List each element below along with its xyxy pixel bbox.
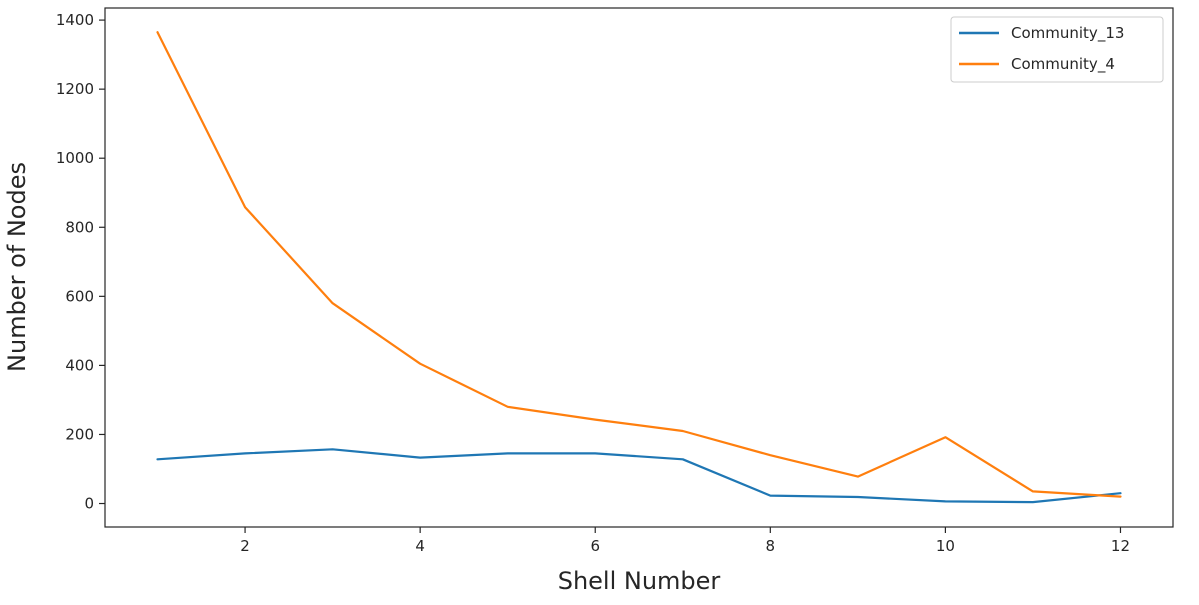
y-axis-ticks: 0 200 400 600 800 1000 1200 1400 <box>56 11 105 513</box>
x-tick-label: 2 <box>240 537 250 555</box>
series-lines <box>156 31 1122 504</box>
series-line-1 <box>156 31 1122 498</box>
x-tick-label: 4 <box>415 537 425 555</box>
x-tick-label: 10 <box>936 537 955 555</box>
legend-label: Community_4 <box>1011 55 1115 74</box>
x-axis-ticks: 2 4 6 8 10 12 <box>240 527 1130 555</box>
y-tick-label: 1200 <box>56 80 94 98</box>
plot-background <box>105 8 1173 527</box>
y-tick-label: 600 <box>65 287 94 305</box>
series-line-0 <box>156 448 1122 504</box>
y-tick-label: 1400 <box>56 11 94 29</box>
y-tick-label: 0 <box>84 495 94 513</box>
y-tick-label: 200 <box>65 425 94 443</box>
y-axis-label: Number of Nodes <box>3 162 31 372</box>
y-tick-label: 1000 <box>56 149 94 167</box>
legend-label: Community_13 <box>1011 24 1124 43</box>
x-axis-label: Shell Number <box>558 567 721 595</box>
plot-frame <box>104 7 1174 528</box>
y-tick-label: 400 <box>65 356 94 374</box>
legend: Community_13 Community_4 <box>950 16 1164 83</box>
x-tick-label: 12 <box>1111 537 1130 555</box>
legend-box <box>950 16 1164 83</box>
x-tick-label: 8 <box>766 537 776 555</box>
x-tick-label: 6 <box>590 537 600 555</box>
y-tick-label: 800 <box>65 218 94 236</box>
